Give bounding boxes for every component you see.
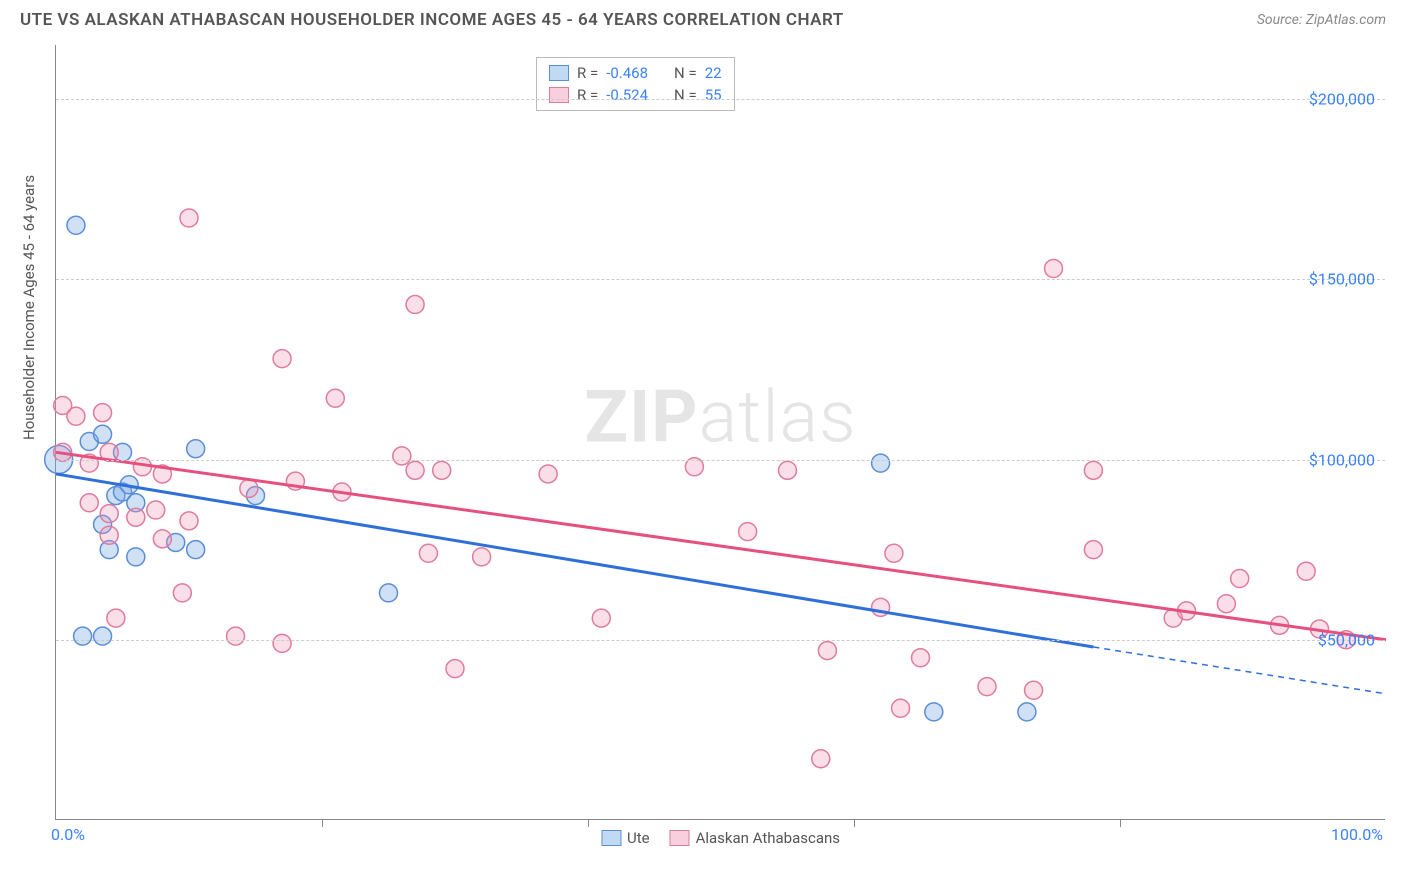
scatter-point [592,609,610,627]
chart-plot-area: ZIPatlas R =-0.468N =22R =-0.524N =55 Ut… [55,45,1385,820]
r-value: -0.468 [606,62,648,84]
chart-title: UTE VS ALASKAN ATHABASCAN HOUSEHOLDER IN… [20,10,844,30]
scatter-point [240,479,258,497]
scatter-point [180,512,198,530]
scatter-point [406,461,424,479]
scatter-point [1084,541,1102,559]
scatter-point [94,627,112,645]
scatter-point [912,649,930,667]
scatter-point [539,465,557,483]
gridline-horizontal [56,279,1385,280]
scatter-point [187,440,205,458]
x-tick [588,819,589,827]
scatter-point [94,404,112,422]
x-tick [1120,819,1121,827]
legend-swatch [549,65,569,81]
scatter-point [107,609,125,627]
scatter-point [779,461,797,479]
x-tick [322,819,323,827]
scatter-point [326,389,344,407]
scatter-point [925,703,943,721]
scatter-point [812,750,830,768]
n-label: N = [674,84,697,106]
scatter-point [885,544,903,562]
correlation-legend-box: R = -0.468 N = 22 R = -0.524 N = 55 [536,57,735,111]
scatter-point [1297,562,1315,580]
correlation-row: R = -0.468 N = 22 [549,62,722,84]
n-value: 22 [705,62,722,84]
legend-label: Alaskan Athabascans [696,829,840,847]
legend-swatch [549,87,569,103]
scatter-point [67,216,85,234]
scatter-point [273,634,291,652]
y-tick-label: $50,000 [1318,630,1375,649]
scatter-point [872,454,890,472]
trend-line [56,452,1386,639]
scatter-point [978,678,996,696]
scatter-point [1045,259,1063,277]
scatter-point [1084,461,1102,479]
n-value: 55 [705,84,722,106]
scatter-point [94,425,112,443]
scatter-point [74,627,92,645]
scatter-point [446,660,464,678]
r-label: R = [577,84,598,106]
correlation-row: R = -0.524 N = 55 [549,84,722,106]
gridline-horizontal [56,640,1385,641]
x-tick-label: 0.0% [51,825,85,844]
y-tick-label: $200,000 [1309,90,1375,109]
scatter-point [818,642,836,660]
scatter-point [380,584,398,602]
y-tick-label: $150,000 [1309,270,1375,289]
scatter-point [1025,681,1043,699]
scatter-point [100,526,118,544]
y-tick-label: $100,000 [1309,450,1375,469]
r-label: R = [577,62,598,84]
trend-line [56,474,1093,647]
legend-swatch [670,830,690,846]
trend-line-dashed [1093,647,1386,694]
scatter-point [473,548,491,566]
scatter-point [80,494,98,512]
scatter-point [1231,569,1249,587]
scatter-point [739,523,757,541]
legend-item: Ute [601,829,650,847]
scatter-point [1018,703,1036,721]
scatter-point [153,530,171,548]
scatter-point [187,541,205,559]
scatter-point [100,505,118,523]
legend-swatch [601,830,621,846]
scatter-plot-svg [56,45,1385,819]
gridline-horizontal [56,460,1385,461]
scatter-point [147,501,165,519]
scatter-point [127,548,145,566]
n-label: N = [674,62,697,84]
chart-header: UTE VS ALASKAN ATHABASCAN HOUSEHOLDER IN… [0,0,1406,35]
scatter-point [419,544,437,562]
scatter-point [127,508,145,526]
scatter-point [406,296,424,314]
series-legend: Ute Alaskan Athabascans [601,829,840,847]
scatter-point [1217,595,1235,613]
gridline-horizontal [56,99,1385,100]
scatter-point [173,584,191,602]
chart-source: Source: ZipAtlas.com [1257,12,1386,28]
legend-label: Ute [627,829,650,847]
y-axis-label: Householder Income Ages 45 - 64 years [20,175,38,440]
scatter-point [67,407,85,425]
scatter-point [393,447,411,465]
scatter-point [892,699,910,717]
x-tick [854,819,855,827]
x-tick-label: 100.0% [1331,825,1383,844]
scatter-point [227,627,245,645]
scatter-point [433,461,451,479]
legend-item: Alaskan Athabascans [670,829,840,847]
r-value: -0.524 [606,84,648,106]
scatter-point [180,209,198,227]
scatter-point [273,350,291,368]
